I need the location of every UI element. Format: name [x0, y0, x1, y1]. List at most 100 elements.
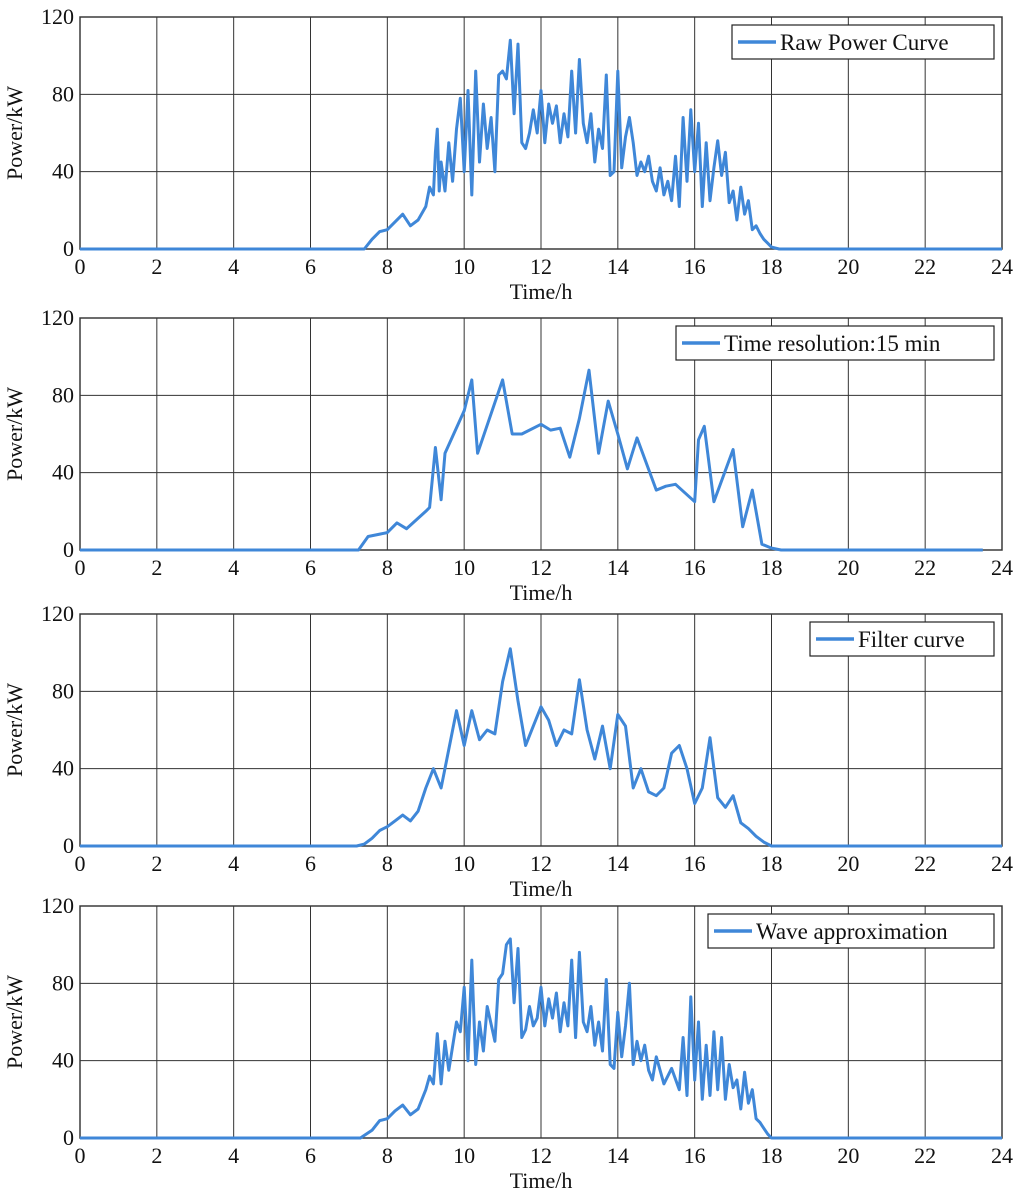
y-tick-label: 40 — [52, 1048, 74, 1073]
y-tick-label: 0 — [63, 833, 74, 858]
series-line — [80, 647, 1002, 848]
y-ticks: 0 40 80 120 — [41, 893, 74, 1150]
x-ticks: 0 2 4 6 8 10 12 14 16 18 20 22 24 — [75, 851, 1014, 876]
y-tick-label: 0 — [63, 537, 74, 562]
y-tick-label: 0 — [63, 236, 74, 261]
x-tick-label: 24 — [991, 851, 1013, 876]
legend-label: Raw Power Curve — [780, 30, 949, 55]
y-axis-label: Power/kW — [2, 975, 27, 1069]
x-ticks: 0 2 4 6 8 10 12 14 16 18 20 22 24 — [75, 254, 1014, 279]
y-tick-label: 0 — [63, 1125, 74, 1150]
y-tick-label: 120 — [41, 305, 74, 330]
x-tick-label: 14 — [607, 851, 629, 876]
x-tick-label: 4 — [228, 555, 239, 580]
x-tick-label: 24 — [991, 555, 1013, 580]
y-tick-label: 80 — [52, 382, 74, 407]
x-ticks: 0 2 4 6 8 10 12 14 16 18 20 22 24 — [75, 1143, 1014, 1168]
y-tick-label: 120 — [41, 893, 74, 918]
legend-label: Filter curve — [858, 627, 965, 652]
legend: Filter curve — [809, 621, 995, 657]
x-tick-label: 22 — [914, 1143, 936, 1168]
y-tick-label: 80 — [52, 81, 74, 106]
x-tick-label: 22 — [914, 254, 936, 279]
x-tick-label: 14 — [607, 254, 629, 279]
series-line — [80, 38, 1002, 251]
y-axis-label: Power/kW — [2, 683, 27, 777]
x-tick-label: 24 — [991, 1143, 1013, 1168]
series-line — [80, 937, 1002, 1140]
legend: Raw Power Curve — [731, 24, 995, 60]
x-tick-label: 10 — [453, 254, 475, 279]
x-tick-label: 12 — [530, 254, 552, 279]
x-tick-label: 22 — [914, 555, 936, 580]
y-tick-label: 80 — [52, 970, 74, 995]
legend-box — [675, 325, 995, 361]
x-tick-label: 16 — [684, 254, 706, 279]
x-tick-label: 6 — [305, 1143, 316, 1168]
y-axis-label: Power/kW — [2, 86, 27, 180]
x-tick-label: 16 — [684, 555, 706, 580]
y-tick-label: 40 — [52, 159, 74, 184]
x-tick-label: 20 — [837, 254, 859, 279]
x-tick-label: 4 — [228, 1143, 239, 1168]
legend: Time resolution:15 min — [675, 325, 995, 361]
y-axis-label: Power/kW — [2, 387, 27, 481]
y-tick-label: 120 — [41, 4, 74, 29]
x-tick-label: 18 — [761, 555, 783, 580]
y-ticks: 0 40 80 120 — [41, 4, 74, 261]
x-axis-label: Time/h — [510, 580, 573, 605]
x-tick-label: 12 — [530, 1143, 552, 1168]
x-tick-label: 4 — [228, 851, 239, 876]
legend-label: Time resolution:15 min — [724, 331, 941, 356]
y-tick-label: 120 — [41, 601, 74, 626]
x-tick-label: 0 — [75, 851, 86, 876]
y-ticks: 0 40 80 120 — [41, 601, 74, 858]
x-tick-label: 14 — [607, 1143, 629, 1168]
x-tick-label: 2 — [151, 555, 162, 580]
x-tick-label: 18 — [761, 1143, 783, 1168]
x-tick-label: 20 — [837, 555, 859, 580]
x-tick-label: 2 — [151, 851, 162, 876]
x-tick-label: 12 — [530, 555, 552, 580]
x-tick-label: 22 — [914, 851, 936, 876]
x-tick-label: 18 — [761, 851, 783, 876]
grid — [79, 613, 1003, 847]
x-tick-label: 10 — [453, 851, 475, 876]
legend: Wave approximation — [707, 913, 995, 949]
x-tick-label: 6 — [305, 555, 316, 580]
x-tick-label: 2 — [151, 254, 162, 279]
x-tick-label: 0 — [75, 1143, 86, 1168]
x-tick-label: 16 — [684, 851, 706, 876]
x-tick-label: 20 — [837, 1143, 859, 1168]
x-tick-label: 2 — [151, 1143, 162, 1168]
x-tick-label: 6 — [305, 254, 316, 279]
y-tick-label: 40 — [52, 756, 74, 781]
x-tick-label: 20 — [837, 851, 859, 876]
series-line — [80, 368, 983, 552]
x-tick-label: 6 — [305, 851, 316, 876]
x-tick-label: 8 — [382, 254, 393, 279]
y-tick-label: 80 — [52, 678, 74, 703]
x-tick-label: 8 — [382, 1143, 393, 1168]
x-tick-label: 12 — [530, 851, 552, 876]
x-tick-label: 4 — [228, 254, 239, 279]
x-ticks: 0 2 4 6 8 10 12 14 16 18 20 22 24 — [75, 555, 1014, 580]
x-tick-label: 14 — [607, 555, 629, 580]
x-tick-label: 24 — [991, 254, 1013, 279]
x-tick-label: 0 — [75, 254, 86, 279]
y-tick-label: 40 — [52, 460, 74, 485]
x-tick-label: 0 — [75, 555, 86, 580]
x-tick-label: 10 — [453, 1143, 475, 1168]
x-tick-label: 8 — [382, 851, 393, 876]
x-axis-label: Time/h — [510, 279, 573, 304]
x-tick-label: 8 — [382, 555, 393, 580]
x-tick-label: 16 — [684, 1143, 706, 1168]
y-ticks: 0 40 80 120 — [41, 305, 74, 562]
x-axis-label: Time/h — [510, 1168, 573, 1193]
x-tick-label: 10 — [453, 555, 475, 580]
legend-label: Wave approximation — [756, 919, 948, 944]
